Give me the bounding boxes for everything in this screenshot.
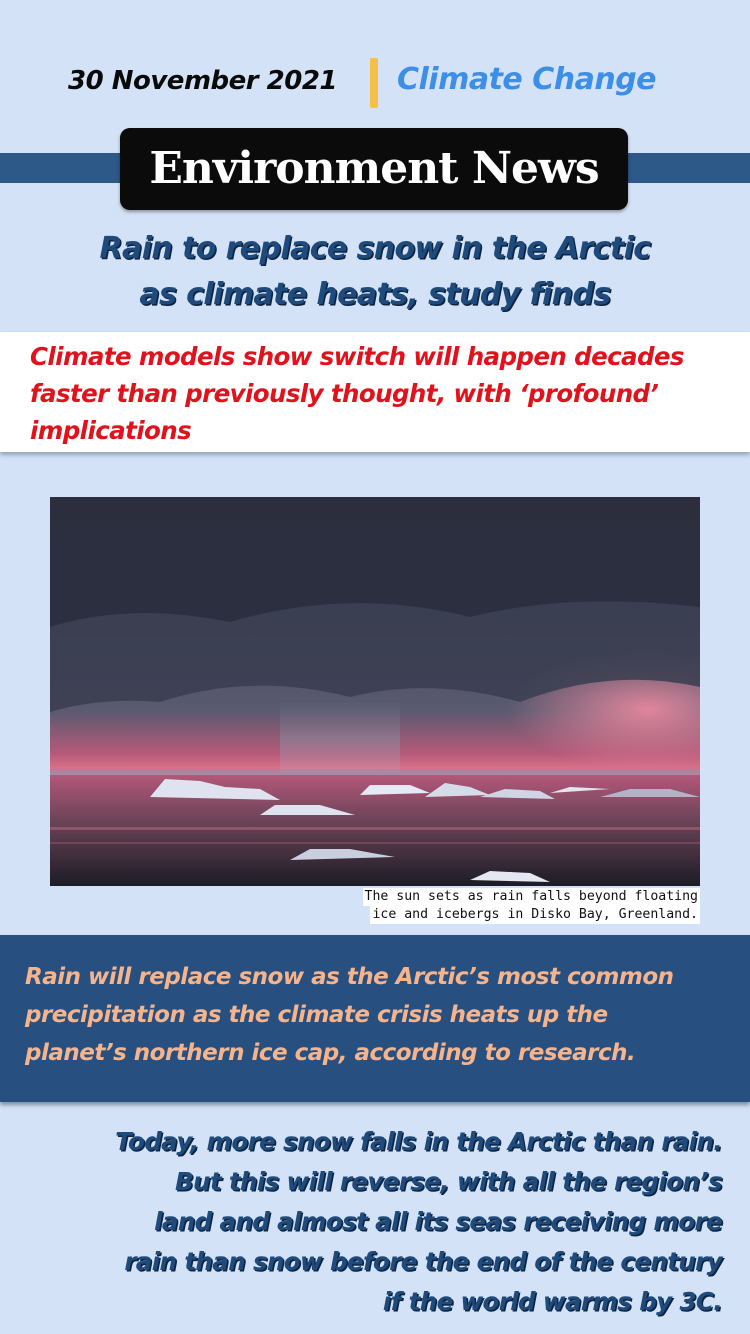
body-line: But this will reverse, with all the regi… [174,1167,723,1196]
photo-caption: The sun sets as rain falls beyond floati… [300,888,700,924]
headline-line: Rain to replace snow in the Arctic [99,231,652,266]
lead-paragraph: Rain will replace snow as the Arctic’s m… [25,958,735,1072]
lead-line: precipitation as the climate crisis heat… [25,1002,608,1028]
lead-band [0,935,750,1102]
subheadline-line: faster than previously thought, with ‘pr… [30,379,659,408]
body-line: rain than snow before the end of the cen… [124,1247,722,1276]
body-line: if the world warms by 3C. [382,1287,723,1316]
subheadline-band [0,332,750,452]
lead-line: planet’s northern ice cap, according to … [25,1040,636,1066]
masthead-stripe-left [0,153,130,183]
caption-line: ice and icebergs in Disko Bay, Greenland… [370,906,700,924]
body-line: Today, more snow falls in the Arctic tha… [115,1127,723,1156]
headline-line: as climate heats, study finds [139,277,611,312]
article-photo [50,497,700,886]
subheadline-line: implications [30,416,192,445]
category-tag[interactable]: Climate Change [397,62,657,97]
body-line: land and almost all its seas receiving m… [154,1207,723,1236]
article-date: 30 November 2021 [68,66,338,96]
lead-line: Rain will replace snow as the Arctic’s m… [25,964,674,990]
headline: Rain to replace snow in the Arctic as cl… [40,226,710,318]
header-divider [370,58,378,108]
masthead-title: Environment News [120,128,628,210]
subheadline-line: Climate models show switch will happen d… [30,342,685,371]
body-paragraph: Today, more snow falls in the Arctic tha… [30,1122,723,1322]
masthead-stripe-right [620,153,750,183]
caption-line: The sun sets as rain falls beyond floati… [362,888,700,906]
subheadline: Climate models show switch will happen d… [30,338,740,449]
